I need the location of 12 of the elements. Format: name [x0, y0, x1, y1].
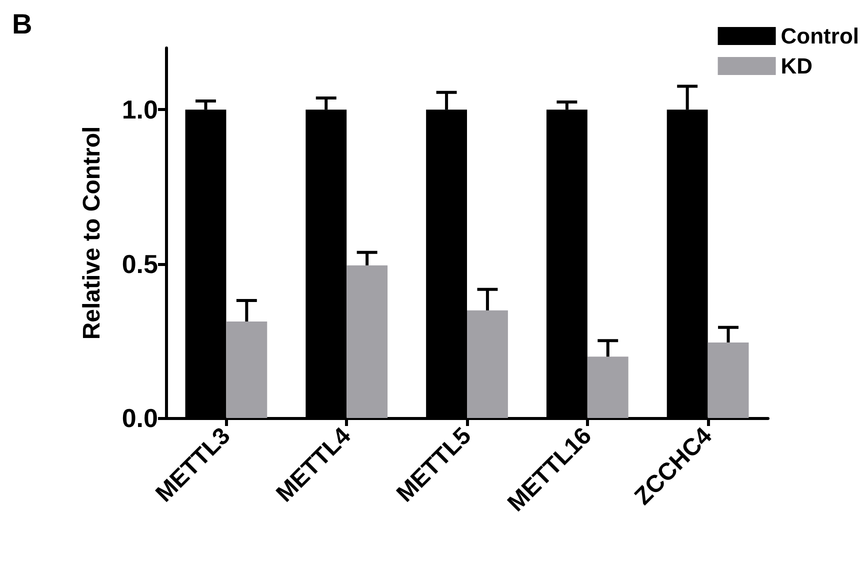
- legend-label: Control: [780, 24, 859, 48]
- text: B: [12, 8, 32, 40]
- bar: [346, 265, 388, 418]
- bar: [708, 342, 749, 418]
- legend-label: KD: [780, 54, 813, 78]
- y-tick-label: 0.0: [122, 403, 158, 433]
- y-tick-label: 0.5: [122, 248, 158, 279]
- y-axis-title: Relative to Control: [78, 126, 106, 340]
- y-tick-label: 1.0: [122, 94, 158, 125]
- bar: [226, 321, 268, 418]
- bar: [467, 310, 508, 418]
- bar: [587, 356, 628, 418]
